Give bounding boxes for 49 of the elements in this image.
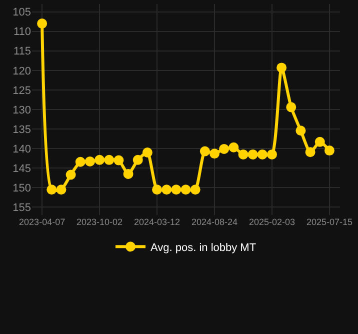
point xyxy=(94,154,105,165)
y-tick-label: 125 xyxy=(12,84,31,97)
y-tick-label: 155 xyxy=(12,202,31,214)
y-tick-label: 105 xyxy=(12,6,31,19)
y-tick-label: 150 xyxy=(12,182,31,194)
point xyxy=(238,149,248,160)
point xyxy=(152,184,162,195)
point xyxy=(46,184,57,195)
point xyxy=(75,156,86,167)
x-tick-label: 2023-04-07 xyxy=(19,217,66,227)
point xyxy=(324,146,334,156)
point xyxy=(56,184,66,195)
point xyxy=(248,149,258,160)
x-tick-label: 2023-10-02 xyxy=(76,217,123,227)
point xyxy=(190,184,200,195)
point xyxy=(104,154,114,165)
point xyxy=(200,146,210,156)
point xyxy=(286,102,296,112)
point xyxy=(257,149,268,160)
point xyxy=(180,184,191,195)
y-tick-label: 115 xyxy=(13,46,31,58)
point xyxy=(305,147,316,158)
y-tick-label: 145 xyxy=(12,162,31,175)
x-tick-label: 2024-03-12 xyxy=(134,217,180,227)
point xyxy=(266,149,277,160)
point xyxy=(219,144,230,154)
point xyxy=(228,142,239,152)
point xyxy=(162,184,172,195)
point xyxy=(114,155,124,166)
point xyxy=(296,126,306,136)
x-tick-label: 2024-08-24 xyxy=(191,217,238,227)
y-tick-label: 135 xyxy=(12,124,31,136)
y-tick-label: 130 xyxy=(12,104,31,116)
point xyxy=(37,18,48,29)
x-tick-label: 2025-02-03 xyxy=(248,217,296,227)
y-tick-label: 110 xyxy=(13,26,31,38)
point xyxy=(123,168,134,179)
x-tick-label: 2025-07-15 xyxy=(306,217,352,227)
point xyxy=(210,148,220,159)
point xyxy=(276,62,287,73)
point xyxy=(132,154,143,165)
y-tick-label: 120 xyxy=(12,65,31,78)
y-tick-label: 140 xyxy=(12,143,31,156)
point xyxy=(84,156,95,166)
point xyxy=(171,184,182,195)
point xyxy=(142,147,152,158)
point xyxy=(314,136,325,147)
legend-label: Avg. pos. in lobby MT xyxy=(150,242,256,254)
point xyxy=(66,170,76,180)
